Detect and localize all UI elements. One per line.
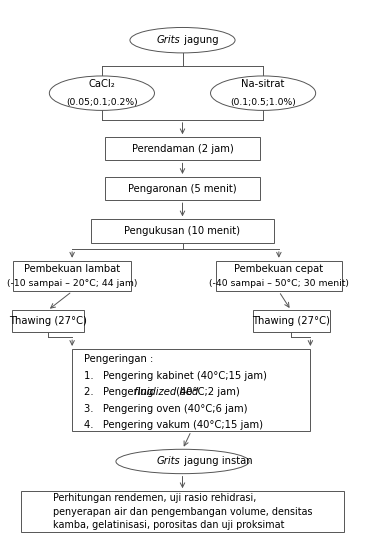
Text: (-10 sampai – 20°C; 44 jam): (-10 sampai – 20°C; 44 jam) [7,279,137,288]
Text: (0.1;0.5;1.0%): (0.1;0.5;1.0%) [230,98,296,107]
Text: CaCl₂: CaCl₂ [89,78,115,89]
Ellipse shape [116,449,249,474]
Ellipse shape [130,28,235,53]
FancyBboxPatch shape [14,261,131,291]
Text: Perhitungan rendemen, uji rasio rehidrasi,
penyerapan air dan pengembangan volum: Perhitungan rendemen, uji rasio rehidras… [53,493,312,530]
Text: Pembekuan cepat: Pembekuan cepat [234,264,323,274]
Text: Grits: Grits [157,35,181,45]
Text: (0.05;0.1;0.2%): (0.05;0.1;0.2%) [66,98,138,107]
Text: Pengukusan (10 menit): Pengukusan (10 menit) [124,226,241,236]
Text: Grits: Grits [157,457,181,466]
Ellipse shape [211,76,316,110]
FancyBboxPatch shape [216,261,342,291]
Text: Thawing (27°C): Thawing (27°C) [252,316,330,326]
FancyBboxPatch shape [21,491,344,533]
Text: Pembekuan lambat: Pembekuan lambat [24,264,120,274]
FancyBboxPatch shape [12,310,84,332]
Text: 1.   Pengering kabinet (40°C;15 jam): 1. Pengering kabinet (40°C;15 jam) [84,371,267,381]
FancyBboxPatch shape [105,177,260,200]
FancyBboxPatch shape [253,310,330,332]
Text: Pengaronan (5 menit): Pengaronan (5 menit) [128,184,237,194]
Text: 2.   Pengering: 2. Pengering [84,387,157,397]
Text: (-40 sampai – 50°C; 30 menit): (-40 sampai – 50°C; 30 menit) [209,279,349,288]
Ellipse shape [49,76,154,110]
FancyBboxPatch shape [105,137,260,161]
FancyBboxPatch shape [91,219,274,243]
Text: (40°C;2 jam): (40°C;2 jam) [173,387,240,397]
Text: Perendaman (2 jam): Perendaman (2 jam) [132,144,233,154]
Text: Pengeringan :: Pengeringan : [84,354,154,364]
Text: fluidized bed: fluidized bed [134,387,199,397]
Text: jagung instan: jagung instan [181,457,253,466]
Text: 4.   Pengering vakum (40°C;15 jam): 4. Pengering vakum (40°C;15 jam) [84,420,264,430]
Text: jagung: jagung [181,35,219,45]
Text: 3.   Pengering oven (40°C;6 jam): 3. Pengering oven (40°C;6 jam) [84,404,248,413]
FancyBboxPatch shape [72,349,310,431]
Text: Na-sitrat: Na-sitrat [241,78,285,89]
Text: Thawing (27°C): Thawing (27°C) [9,316,87,326]
